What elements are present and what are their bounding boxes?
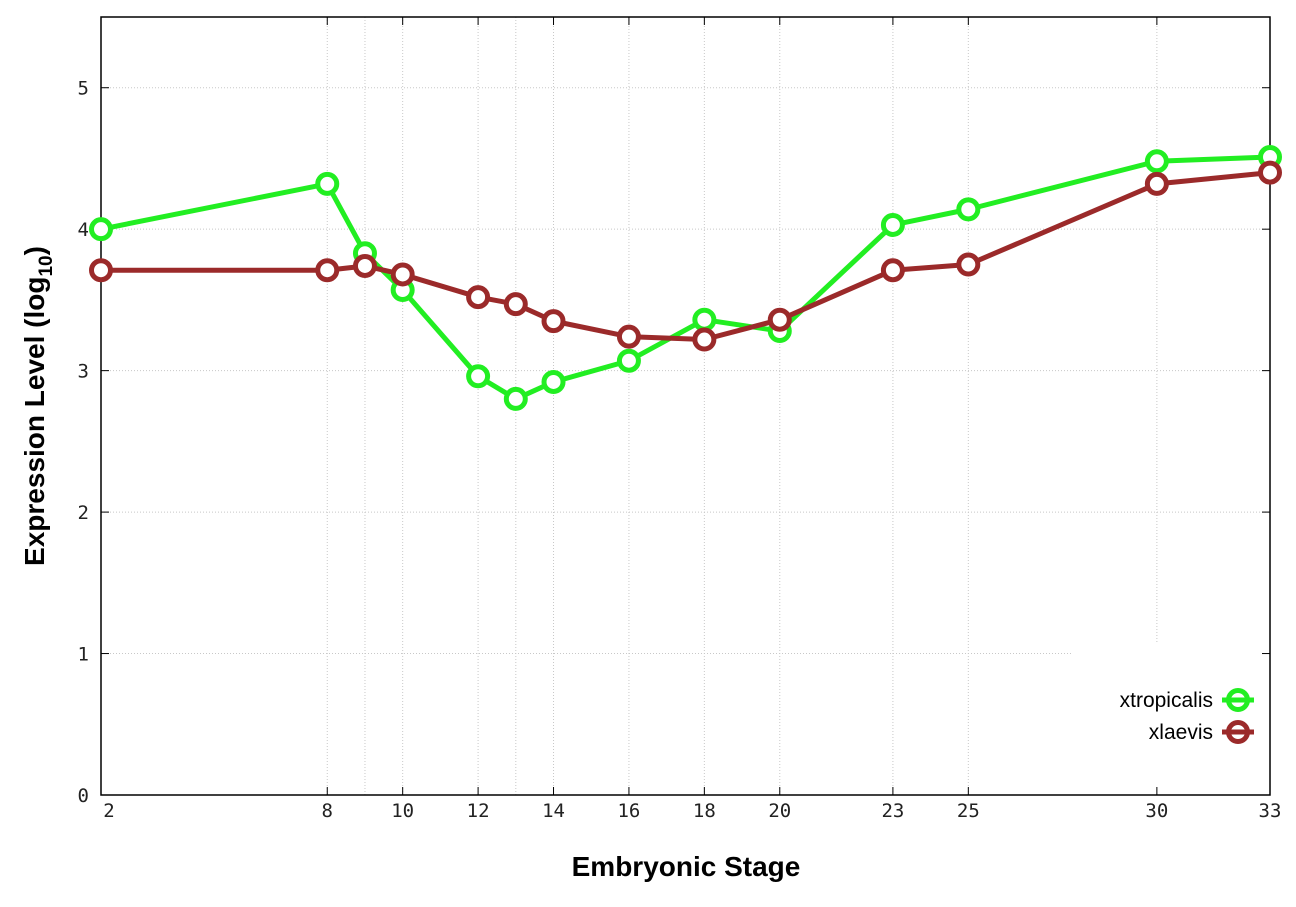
data-point <box>1258 160 1282 185</box>
series-line <box>101 170 1271 343</box>
grid <box>101 17 1270 795</box>
y-tick-label: 4 <box>78 219 89 241</box>
x-tick-label: 14 <box>542 800 565 822</box>
x-tick-label: 2 <box>103 800 114 822</box>
data-point <box>616 348 641 373</box>
data-point <box>541 309 566 334</box>
data-point <box>541 369 566 394</box>
x-axis-label: Embryonic Stage <box>572 851 801 882</box>
data-point <box>89 258 113 283</box>
data-point <box>956 252 981 277</box>
data-point <box>616 324 641 349</box>
data-point <box>692 307 717 332</box>
legend-box <box>1072 643 1269 793</box>
x-tick-label: 30 <box>1145 800 1168 822</box>
series <box>89 145 1282 411</box>
series-xtropicalis <box>89 145 1282 411</box>
data-point <box>503 292 528 317</box>
series-line <box>100 154 1271 402</box>
y-axis-label: Expression Level (log10) <box>19 246 57 566</box>
data-point <box>880 212 905 237</box>
data-point <box>1144 171 1169 196</box>
data-point <box>767 307 792 332</box>
data-point <box>1144 149 1169 174</box>
x-tick-label: 16 <box>617 800 640 822</box>
x-tick-label: 25 <box>957 800 980 822</box>
data-point <box>315 258 340 283</box>
x-tick-label: 10 <box>391 800 414 822</box>
legend-background <box>1072 643 1269 793</box>
y-tick-label: 5 <box>78 78 89 100</box>
data-point <box>315 171 340 196</box>
x-tick-label: 23 <box>881 800 904 822</box>
data-point <box>89 217 113 242</box>
x-tick-label: 8 <box>322 800 333 822</box>
legend-label: xtropicalis <box>1120 689 1213 712</box>
data-point <box>692 327 717 352</box>
data-point <box>503 386 528 411</box>
plot-frame <box>100 16 1271 796</box>
data-point <box>466 285 491 310</box>
data-point <box>956 197 981 222</box>
y-tick-label: 3 <box>78 361 89 383</box>
series-xlaevis <box>89 160 1282 352</box>
x-tick-label: 12 <box>467 800 490 822</box>
x-tick-label: 33 <box>1259 800 1282 822</box>
data-point <box>390 262 415 287</box>
data-point <box>880 258 905 283</box>
y-tick-label: 0 <box>78 785 89 807</box>
legend-label: xlaevis <box>1149 721 1213 744</box>
legend: xtropicalis xlaevis <box>1120 688 1254 744</box>
data-point <box>352 253 377 278</box>
x-tick-label: 18 <box>693 800 716 822</box>
data-point <box>466 364 491 389</box>
y-tick-label: 1 <box>78 644 89 666</box>
y-tick-label: 2 <box>78 502 89 524</box>
x-tick-label: 20 <box>768 800 791 822</box>
